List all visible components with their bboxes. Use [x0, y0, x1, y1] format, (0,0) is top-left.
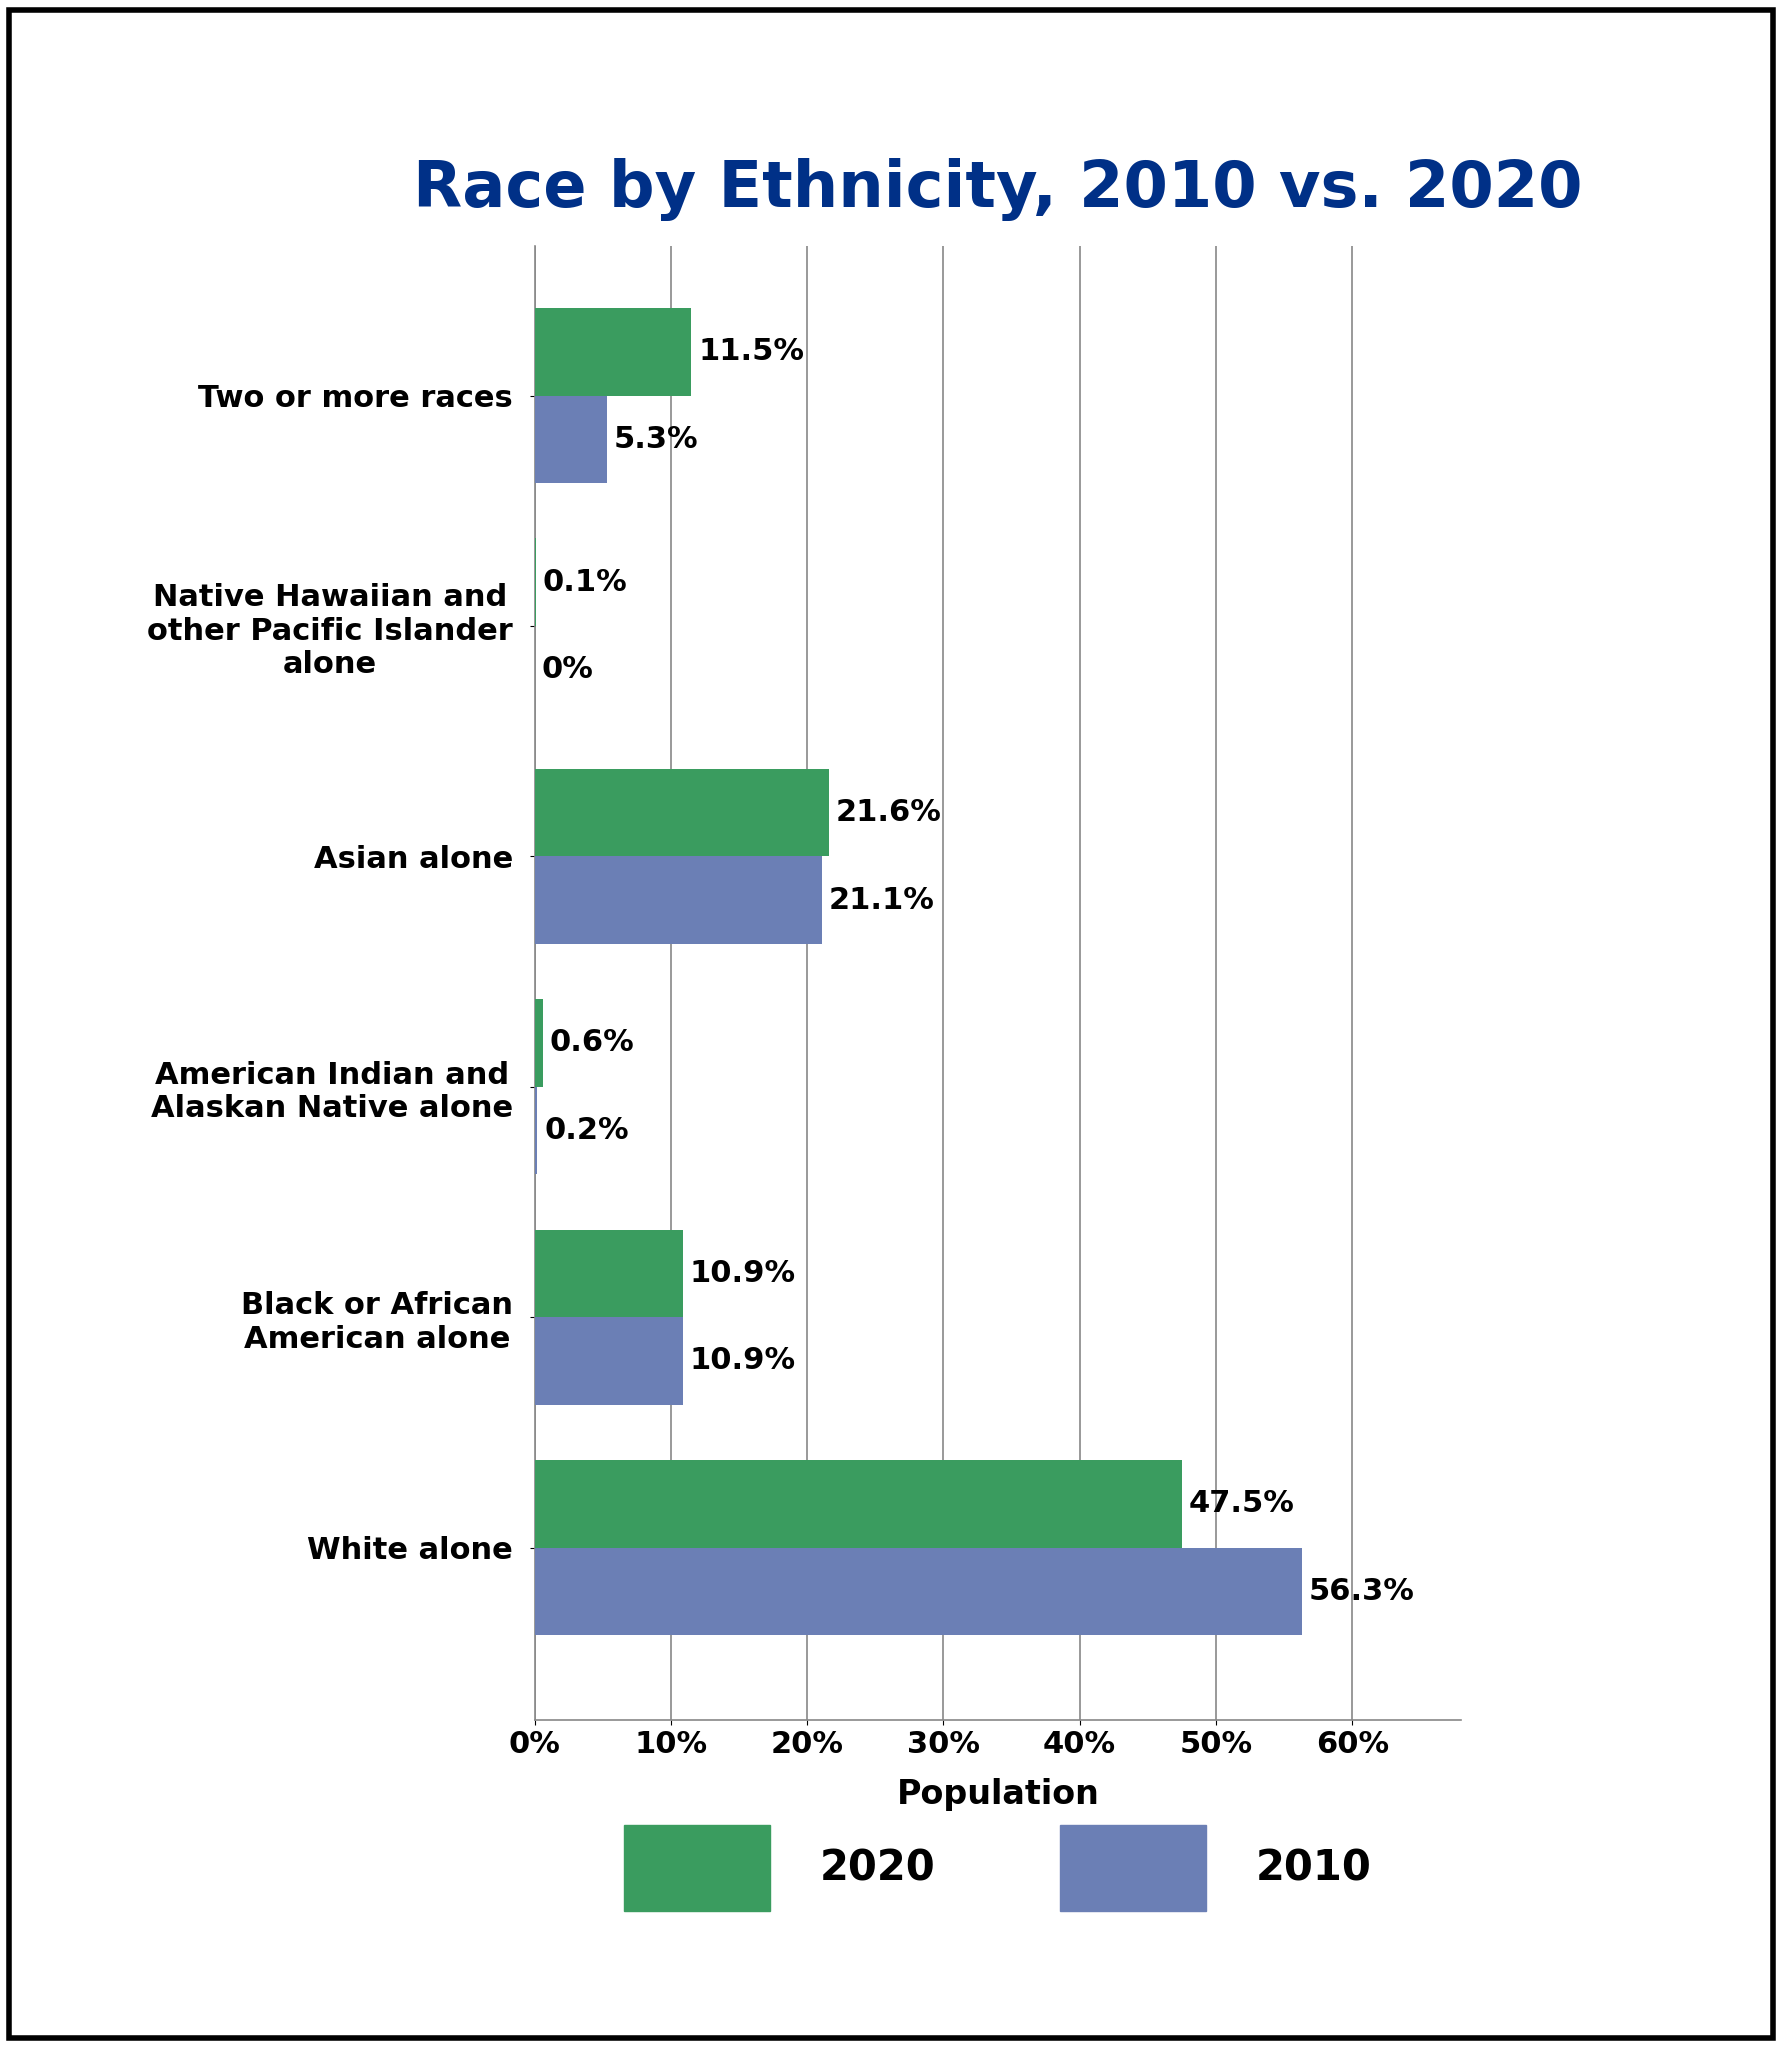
Text: 21.6%: 21.6% [836, 799, 941, 827]
Bar [535, 1460, 1181, 1548]
Text: 0%: 0% [542, 655, 593, 684]
Bar [535, 1229, 683, 1317]
Text: 56.3%: 56.3% [1308, 1577, 1415, 1606]
Bar [535, 307, 691, 395]
Bar [535, 768, 829, 856]
Bar [535, 1317, 683, 1405]
Text: 11.5%: 11.5% [699, 338, 804, 367]
Text: 0.1%: 0.1% [544, 567, 627, 596]
Bar [535, 856, 822, 944]
Text: 47.5%: 47.5% [1189, 1489, 1294, 1518]
Title: Race by Ethnicity, 2010 vs. 2020: Race by Ethnicity, 2010 vs. 2020 [413, 158, 1582, 221]
Legend: 2020, 2010: 2020, 2010 [608, 1808, 1388, 1927]
Text: 10.9%: 10.9% [690, 1260, 797, 1288]
Text: 10.9%: 10.9% [690, 1346, 797, 1376]
Bar [535, 1548, 1303, 1634]
Bar [535, 999, 544, 1087]
Text: 0.6%: 0.6% [549, 1028, 634, 1057]
Text: 0.2%: 0.2% [544, 1116, 629, 1145]
Bar [535, 1087, 538, 1174]
Text: 5.3%: 5.3% [613, 424, 699, 455]
Text: 21.1%: 21.1% [829, 885, 936, 915]
Bar [535, 395, 608, 483]
X-axis label: Population: Population [896, 1778, 1099, 1812]
